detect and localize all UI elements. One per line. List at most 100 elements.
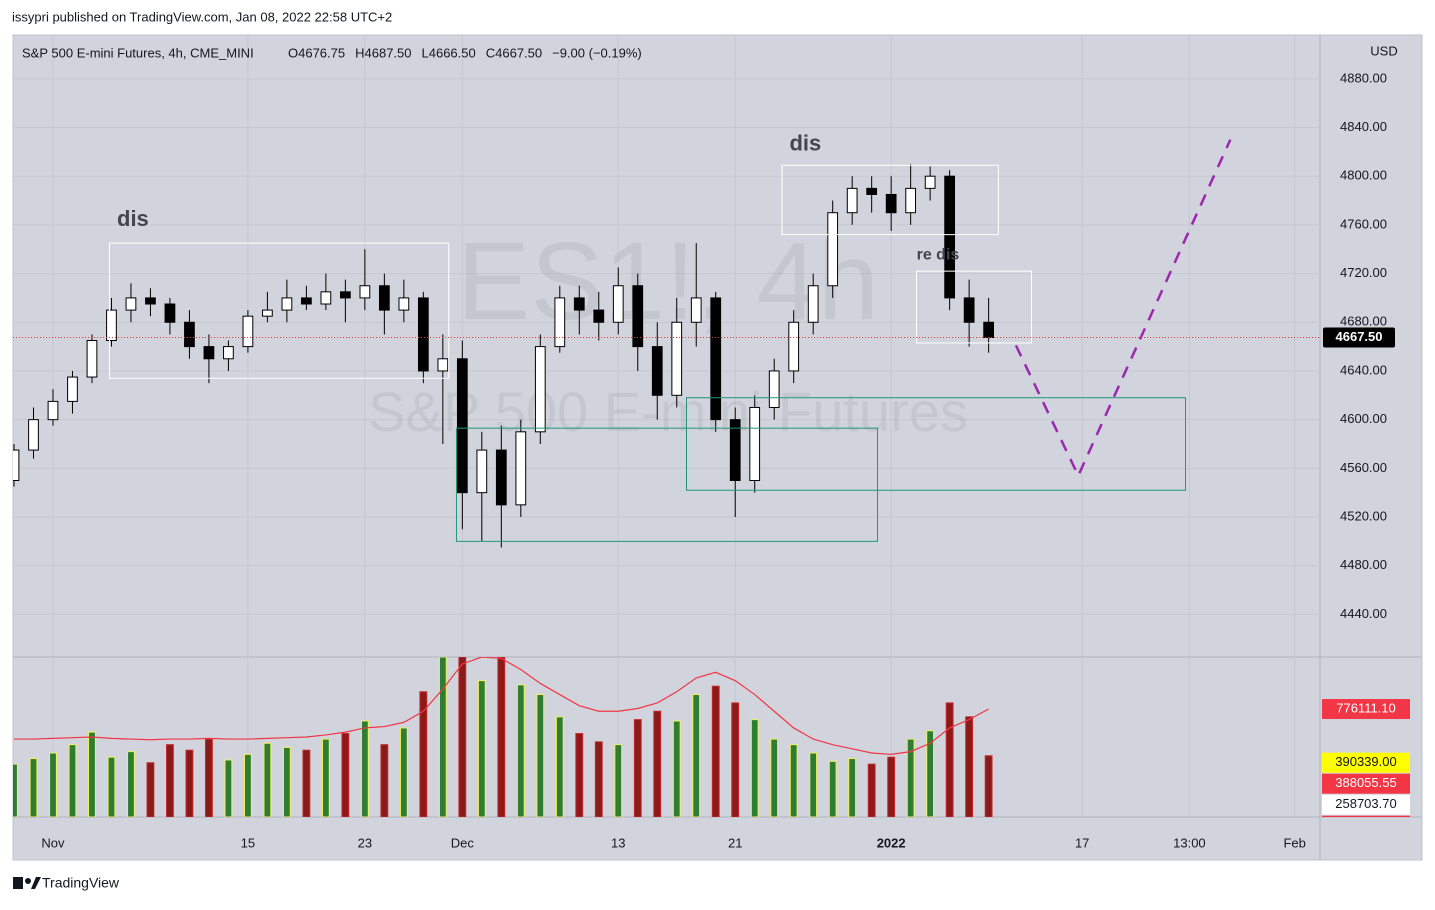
ohlc-legend: O4676.75 H4687.50 L4666.50 C4667.50 −9.00 (−… <box>288 45 642 60</box>
volume-label: 776111.10 <box>1336 700 1396 715</box>
y-tick-label: 4640.00 <box>1340 362 1387 377</box>
candle-body <box>807 285 819 323</box>
volume-bar <box>945 702 954 817</box>
volume-bar <box>809 752 818 817</box>
volume-bar <box>302 749 311 817</box>
candle-body <box>905 187 917 214</box>
candle-body <box>223 346 234 360</box>
candle-body <box>710 297 722 421</box>
candle-body <box>340 291 351 299</box>
volume-bar <box>438 657 447 817</box>
candle-body <box>534 346 546 433</box>
volume-bar <box>146 762 155 817</box>
zone-box <box>455 427 879 542</box>
volume-bar <box>516 684 525 817</box>
x-tick-label: 21 <box>728 835 742 850</box>
volume-bar <box>29 758 38 817</box>
volume-bar <box>731 702 740 817</box>
candle-body <box>924 175 936 189</box>
candle-body <box>13 449 20 482</box>
annotation: re dis <box>917 247 960 264</box>
volume-bar <box>575 733 584 817</box>
candle-body <box>651 346 663 396</box>
volume-bar <box>750 719 759 817</box>
x-tick-label: 2022 <box>877 835 906 850</box>
volume-bar <box>614 744 623 817</box>
candle-body <box>281 297 293 311</box>
zone-box <box>916 270 1033 344</box>
candle-body <box>106 309 117 342</box>
candle-body <box>885 193 897 214</box>
candle-body <box>301 297 312 305</box>
x-tick-label: 13 <box>611 835 625 850</box>
candle-body <box>632 285 644 348</box>
projection-path <box>1014 139 1232 479</box>
x-tick-label: 23 <box>358 835 372 850</box>
price-pane: dis dis re dis <box>13 130 1320 548</box>
volume-bar <box>867 763 876 817</box>
volume-bar <box>321 738 330 817</box>
volume-bar <box>263 742 272 817</box>
volume-bar <box>770 738 779 817</box>
volume-label: 390339.00 <box>1335 754 1396 769</box>
candle-body <box>671 321 683 396</box>
volume-bar <box>906 738 915 817</box>
y-tick-label: 4680.00 <box>1340 314 1387 329</box>
zone-box <box>109 242 450 379</box>
volume-label: 258703.70 <box>1335 796 1396 811</box>
volume-bar <box>224 759 233 817</box>
publish-info: issypri published on TradingView.com, Ja… <box>12 9 392 24</box>
ohlc-value: C4667.50 <box>486 45 542 60</box>
volume-bar <box>360 720 369 817</box>
annotation: dis <box>117 206 149 231</box>
annotation: dis <box>789 130 821 155</box>
volume-bar <box>127 751 135 817</box>
volume-bar <box>887 756 896 817</box>
candle-body <box>47 400 59 421</box>
candle-body <box>320 291 332 305</box>
y-tick-label: 4720.00 <box>1340 265 1387 280</box>
x-tick-label: 17 <box>1075 835 1089 850</box>
volume-bar <box>692 694 701 817</box>
candle-body <box>749 406 761 482</box>
y-tick-label: 4800.00 <box>1340 168 1387 183</box>
candle-body <box>690 297 702 323</box>
ohlc-value: H4687.50 <box>355 45 411 60</box>
volume-bar <box>477 680 486 817</box>
volume-label-box <box>1322 794 1410 815</box>
candle-body <box>184 321 195 348</box>
volume-bar <box>419 691 428 817</box>
candle-body <box>866 187 878 195</box>
watermark-name: S&P 500 E-mini Futures <box>368 380 968 443</box>
volume-bar <box>282 746 291 817</box>
candle-body <box>476 449 488 494</box>
volume-pane <box>13 657 993 817</box>
volume-bar <box>555 716 564 817</box>
candle-body <box>983 321 994 338</box>
candle-body <box>788 321 800 372</box>
volume-bar <box>13 763 18 817</box>
volume-bar <box>341 733 350 817</box>
x-tick-label: 15 <box>241 835 255 850</box>
candle-body <box>262 309 273 317</box>
x-tick-label: Feb <box>1283 835 1305 850</box>
volume-bar <box>848 758 857 817</box>
volume-bar <box>984 755 993 817</box>
candle-body <box>417 297 429 372</box>
x-tick-label: 13:00 <box>1173 835 1206 850</box>
y-tick-label: 4480.00 <box>1340 557 1387 572</box>
candle-body <box>768 370 780 408</box>
volume-bar <box>965 716 974 817</box>
volume-bar <box>399 727 408 817</box>
volume-bar <box>107 756 116 817</box>
y-tick-label: 4440.00 <box>1340 606 1387 621</box>
volume-bar <box>536 694 545 817</box>
candle-body <box>944 175 956 299</box>
volume-bar <box>789 744 798 817</box>
candle-body <box>437 358 449 372</box>
candle-body <box>378 285 390 311</box>
candle-body <box>164 303 176 323</box>
footer-brand: TradingView <box>42 875 120 891</box>
candle-body <box>203 346 215 360</box>
